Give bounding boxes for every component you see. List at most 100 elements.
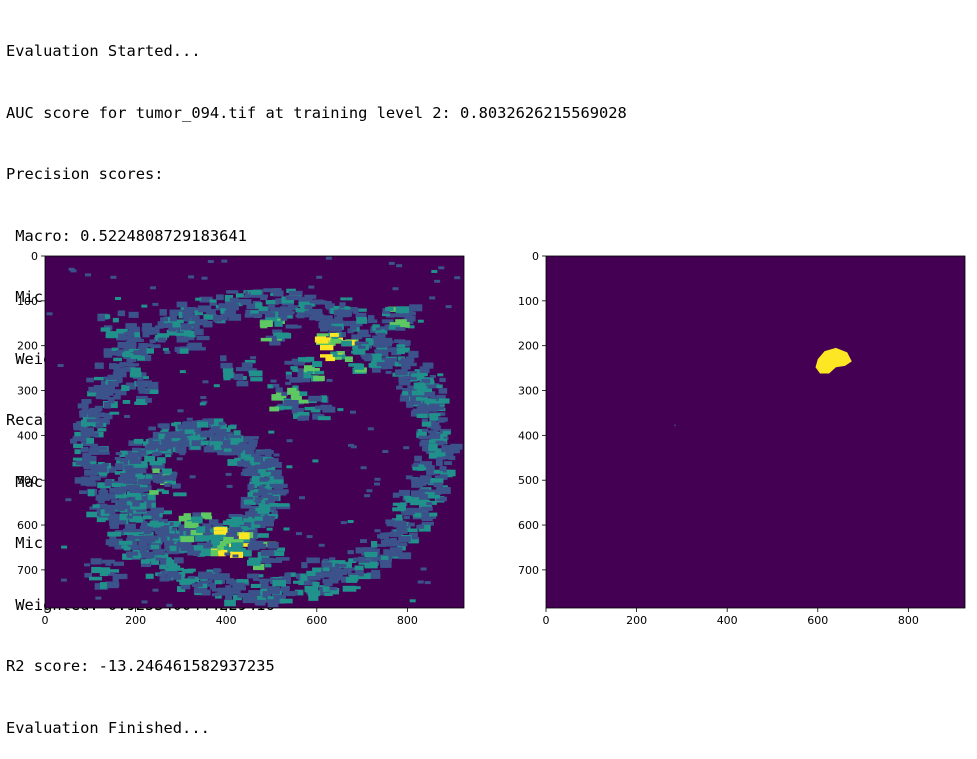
heatmap-cell — [396, 385, 403, 390]
heatmap-cell — [414, 455, 422, 462]
heatmap-cell — [86, 437, 95, 444]
x-tick-label: 0 — [42, 614, 49, 627]
heatmap-cell — [84, 572, 92, 578]
heatmap-cell — [114, 543, 126, 550]
heatmap-cell — [143, 354, 152, 362]
heatmap-cell — [122, 350, 131, 358]
heatmap-cell — [306, 557, 320, 564]
heatmap-cell — [79, 410, 86, 414]
heatmap-cell — [188, 320, 196, 324]
heatmap-cell — [436, 441, 447, 445]
heatmap-cell — [250, 310, 259, 316]
heatmap-cell — [239, 523, 248, 529]
output-line: R2 score: -13.246461582937235 — [6, 657, 275, 675]
heatmap-cell — [184, 429, 199, 434]
heatmap-cell — [320, 567, 331, 572]
heatmap-cell — [433, 469, 444, 474]
heatmap-cell — [126, 484, 140, 489]
heatmap-cell — [194, 310, 203, 316]
heatmap-cell — [320, 354, 333, 358]
heatmap-cell — [290, 394, 302, 401]
heatmap-axes-0: 0 200 400 600 800 0 100 200 300 400 500 600 700 — [17, 250, 465, 627]
heatmap-cell — [220, 362, 233, 369]
heatmap-cell — [107, 374, 119, 380]
y-tick-label: 600 — [518, 519, 539, 532]
heatmap-cell — [238, 532, 250, 540]
heatmap-cell — [206, 308, 216, 315]
heatmap-cell — [109, 411, 120, 415]
heatmap-cell — [129, 371, 142, 378]
heatmap-cell — [325, 357, 335, 362]
heatmap-cell — [389, 322, 397, 326]
heatmap-cell — [334, 316, 343, 321]
heatmap-cell — [152, 588, 159, 592]
heatmap-cell — [170, 472, 178, 476]
heatmap-cell — [197, 581, 210, 586]
heatmap-cell — [85, 273, 91, 277]
heatmap-cell — [83, 464, 93, 470]
heatmap-cell — [180, 584, 191, 590]
heatmap-cell — [138, 389, 150, 394]
heatmap-cell — [267, 304, 276, 310]
heatmap-cell — [281, 391, 288, 396]
heatmap-cell — [152, 452, 160, 457]
heatmap-cell — [217, 449, 228, 456]
heatmap-cell — [218, 421, 226, 426]
heatmap-cell — [162, 469, 172, 475]
heatmap-cell — [110, 513, 119, 517]
heatmap-cell — [99, 418, 110, 425]
heatmap-cell — [390, 537, 397, 542]
heatmap-cell — [100, 487, 107, 493]
heatmap-cell — [199, 402, 206, 406]
heatmap-cell — [149, 490, 159, 495]
heatmap-cell — [243, 518, 256, 523]
heatmap-cell — [309, 315, 319, 321]
heatmap-cell — [149, 339, 156, 344]
heatmap-cell — [318, 543, 325, 547]
heatmap-cell — [326, 378, 333, 382]
heatmap-cell — [386, 347, 396, 352]
heatmap-cell — [124, 415, 131, 418]
heatmap-cell — [390, 540, 400, 546]
heatmap-cell — [396, 347, 405, 355]
heatmap-cell — [320, 404, 333, 410]
heatmap-cell — [139, 525, 154, 532]
heatmap-cell — [108, 572, 116, 576]
heatmap-cell — [368, 363, 378, 368]
heatmap-cell — [316, 338, 329, 344]
heatmap-cell — [445, 305, 452, 309]
heatmap-cell — [272, 594, 286, 599]
heatmap-cell — [226, 302, 233, 309]
heatmap-cell — [158, 519, 168, 524]
heatmap-cell — [206, 424, 215, 428]
heatmap-cell — [398, 376, 407, 383]
x-tick-label: 400 — [717, 614, 738, 627]
heatmap-cell — [269, 307, 283, 312]
heatmap-cell — [161, 440, 171, 446]
heatmap-cell — [364, 494, 371, 498]
heatmap-cell — [304, 365, 315, 371]
plot-frame — [545, 255, 966, 609]
heatmap-cell — [264, 563, 272, 568]
y-tick-label: 0 — [31, 250, 38, 263]
heatmap-cell — [141, 327, 153, 332]
heatmap-cell — [409, 599, 416, 603]
y-tick-label: 0 — [532, 250, 539, 263]
heatmap-cell — [164, 567, 178, 571]
heatmap-cell — [429, 403, 439, 409]
heatmap-cell — [402, 391, 409, 396]
heatmap-cell — [427, 430, 439, 434]
heatmap-cell — [436, 432, 448, 437]
heatmap-cell — [276, 489, 289, 494]
heatmap-cell — [226, 484, 233, 488]
heatmap-cell — [263, 288, 274, 293]
heatmap-cell — [202, 380, 209, 384]
heatmap-cell — [91, 443, 98, 447]
heatmap-cell — [360, 466, 367, 470]
heatmap-cell — [143, 376, 149, 380]
heatmap-cell — [384, 532, 394, 536]
heatmap-cell — [61, 545, 68, 549]
heatmap-cell — [256, 294, 268, 298]
heatmap-cell — [385, 519, 396, 524]
heatmap-cell — [138, 487, 149, 492]
